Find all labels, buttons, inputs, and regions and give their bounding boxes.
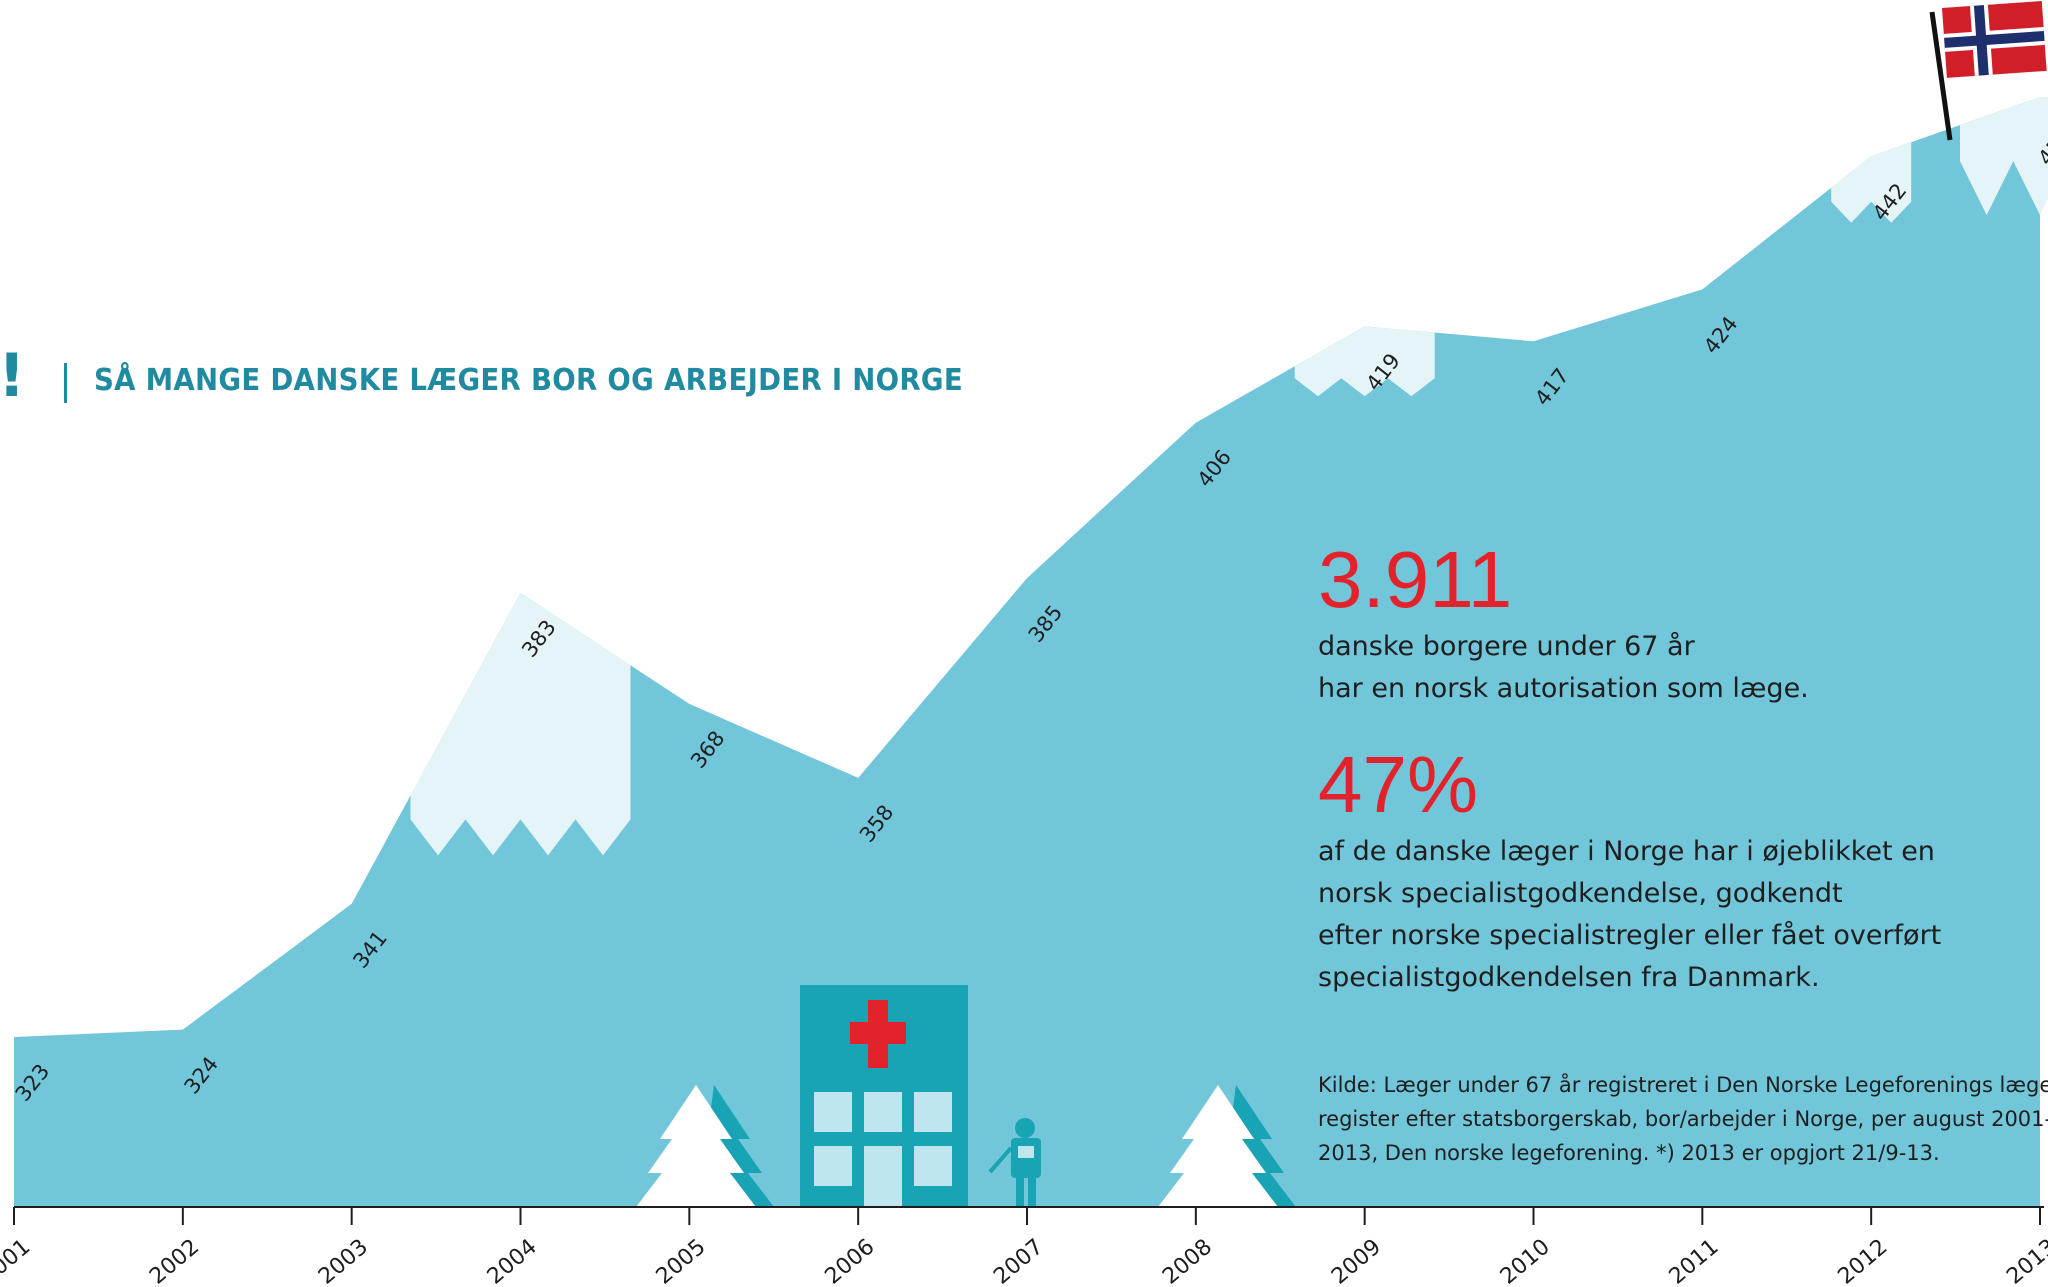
tree-icon xyxy=(636,1085,774,1207)
x-tick-label: 2002 xyxy=(145,1234,204,1287)
hiker-icon xyxy=(988,1118,1041,1206)
mountain-area xyxy=(14,97,2040,1207)
stat-specialists-line: specialistgodkendelsen fra Danmark. xyxy=(1318,962,1820,993)
x-tick-label: 2009 xyxy=(1327,1234,1386,1287)
x-tick-label: 2012 xyxy=(1834,1234,1893,1287)
source-line: 2013, Den norske legeforening. *) 2013 e… xyxy=(1318,1141,1940,1165)
tree-icon xyxy=(1158,1085,1296,1207)
x-tick-label: 2003 xyxy=(314,1234,373,1287)
stat-authorisations-value: 3.911 xyxy=(1318,535,1513,624)
title-divider xyxy=(64,363,67,403)
x-tick-label: 2006 xyxy=(821,1234,880,1287)
x-axis: 2001 2002 2003 2004 2005 2006 2007 2008 2009 2010… xyxy=(0,1206,2048,1287)
stat-specialists-line: norsk specialistgodkendelse, godkendt xyxy=(1318,878,1843,909)
flag-icon xyxy=(1929,1,2047,141)
x-tick-label: 2005 xyxy=(652,1234,711,1287)
x-tick-label: 2011 xyxy=(1665,1234,1724,1287)
source-line: Kilde: Læger under 67 år registreret i D… xyxy=(1318,1073,2048,1097)
snow-caps xyxy=(410,97,2048,856)
snow-cap xyxy=(410,592,631,856)
stat-specialists: 47% af de danske læger i Norge har i øje… xyxy=(1318,745,1941,999)
stat-authorisations: 3.911 danske borgere under 67 år har en … xyxy=(1318,540,1809,710)
x-tick-label: 2013 xyxy=(2002,1234,2048,1287)
title-text: SÅ MANGE DANSKE LÆGER BOR OG ARBEJDER I … xyxy=(94,363,963,398)
snow-cap xyxy=(1960,97,2048,216)
decorations xyxy=(636,1,2047,1207)
snow-cap xyxy=(1831,142,1912,223)
series-area xyxy=(14,97,2040,1207)
source-line: register efter statsborgerskab, bor/arbe… xyxy=(1318,1107,2048,1131)
snow-cap xyxy=(1294,326,1435,397)
x-tick-label: 2004 xyxy=(483,1234,542,1287)
source-note: Kilde: Læger under 67 år registreret i D… xyxy=(1318,1068,2048,1170)
hospital-icon xyxy=(800,985,968,1207)
stat-specialists-value: 47% xyxy=(1318,740,1479,829)
x-tick-label: 2007 xyxy=(989,1234,1048,1287)
x-tick-label: 2008 xyxy=(1158,1234,1217,1287)
stat-specialists-line: af de danske læger i Norge har i øjeblik… xyxy=(1318,836,1935,867)
x-tick-label: 2010 xyxy=(1496,1234,1555,1287)
exclamation-icon: ! xyxy=(0,341,26,411)
x-tick-label: 2001 xyxy=(0,1234,35,1287)
stat-authorisations-line: danske borgere under 67 år xyxy=(1318,631,1695,662)
stat-authorisations-line: har en norsk autorisation som læge. xyxy=(1318,673,1809,704)
stat-specialists-line: efter norske specialistregler eller fået… xyxy=(1318,920,1942,951)
